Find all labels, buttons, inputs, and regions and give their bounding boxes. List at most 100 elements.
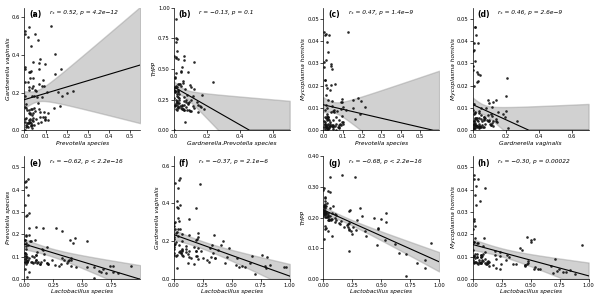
Point [208, 79, 217, 84]
Point [178, 79, 188, 83]
Point [170, 220, 180, 224]
Point [28, 60, 38, 65]
Point [323, 213, 333, 218]
Point [56, 67, 66, 72]
Point [43, 89, 52, 94]
Point [170, 102, 179, 107]
Point [381, 220, 391, 225]
Point [20, 203, 30, 208]
Point [26, 238, 35, 243]
Point [22, 260, 31, 264]
Point [325, 206, 335, 210]
Point [468, 64, 478, 69]
Point [30, 32, 40, 37]
Point [28, 84, 38, 89]
Point [343, 225, 353, 230]
Point [339, 225, 349, 230]
Point [322, 106, 331, 111]
Point [484, 260, 493, 265]
Point [319, 212, 329, 217]
Point [481, 260, 490, 265]
Point [320, 208, 329, 213]
Point [187, 256, 196, 261]
Point [171, 231, 181, 236]
Point [470, 83, 479, 88]
Point [170, 242, 179, 247]
Point [486, 123, 496, 128]
Point [170, 75, 180, 80]
Point [211, 256, 220, 260]
Point [47, 257, 56, 262]
Point [331, 115, 341, 119]
Point [332, 128, 341, 132]
Point [180, 87, 190, 92]
Point [421, 257, 430, 262]
Point [170, 88, 180, 93]
Point [468, 257, 478, 262]
Point [26, 260, 35, 265]
Point [186, 85, 196, 89]
Point [172, 205, 181, 209]
Point [323, 211, 333, 215]
Point [370, 216, 379, 220]
Point [261, 266, 271, 271]
Point [472, 254, 482, 259]
Point [480, 122, 490, 126]
Point [470, 193, 479, 197]
Point [337, 100, 347, 104]
Point [319, 204, 329, 209]
Point [470, 256, 479, 260]
Point [469, 254, 478, 258]
Point [479, 124, 489, 129]
Point [324, 32, 334, 37]
Point [31, 89, 41, 94]
Point [170, 54, 179, 58]
Point [183, 70, 193, 75]
Point [520, 263, 530, 268]
Point [413, 260, 422, 265]
Point [470, 101, 479, 106]
Point [326, 124, 335, 128]
Point [184, 107, 194, 112]
Text: (b): (b) [179, 10, 191, 19]
Point [483, 259, 493, 264]
Point [320, 126, 330, 131]
Point [184, 251, 193, 256]
Point [193, 109, 203, 114]
Point [24, 85, 34, 89]
Point [21, 254, 31, 259]
Point [82, 238, 92, 243]
Point [59, 257, 69, 262]
Point [565, 268, 575, 272]
Point [319, 118, 329, 123]
Point [468, 126, 478, 131]
Text: rₛ = −0.62, p < 2.2e−16: rₛ = −0.62, p < 2.2e−16 [50, 159, 122, 164]
Point [232, 262, 241, 267]
Point [322, 209, 331, 214]
Point [502, 258, 511, 262]
Point [324, 117, 334, 122]
Point [205, 245, 214, 250]
Point [173, 101, 182, 106]
Point [401, 252, 411, 256]
Point [182, 108, 192, 112]
Point [484, 113, 493, 118]
Point [319, 188, 328, 193]
Point [193, 235, 203, 240]
Point [320, 59, 329, 64]
Point [171, 40, 181, 45]
Point [173, 106, 182, 110]
Point [173, 82, 183, 87]
Point [25, 120, 35, 125]
Point [475, 261, 485, 266]
Point [185, 249, 194, 254]
Point [483, 97, 493, 102]
Point [185, 83, 194, 88]
Point [475, 199, 484, 204]
Point [469, 111, 478, 116]
Y-axis label: Mycoplasma hominis: Mycoplasma hominis [451, 38, 455, 100]
Point [325, 214, 335, 219]
Point [346, 229, 356, 233]
Point [25, 211, 34, 215]
Point [29, 12, 38, 16]
